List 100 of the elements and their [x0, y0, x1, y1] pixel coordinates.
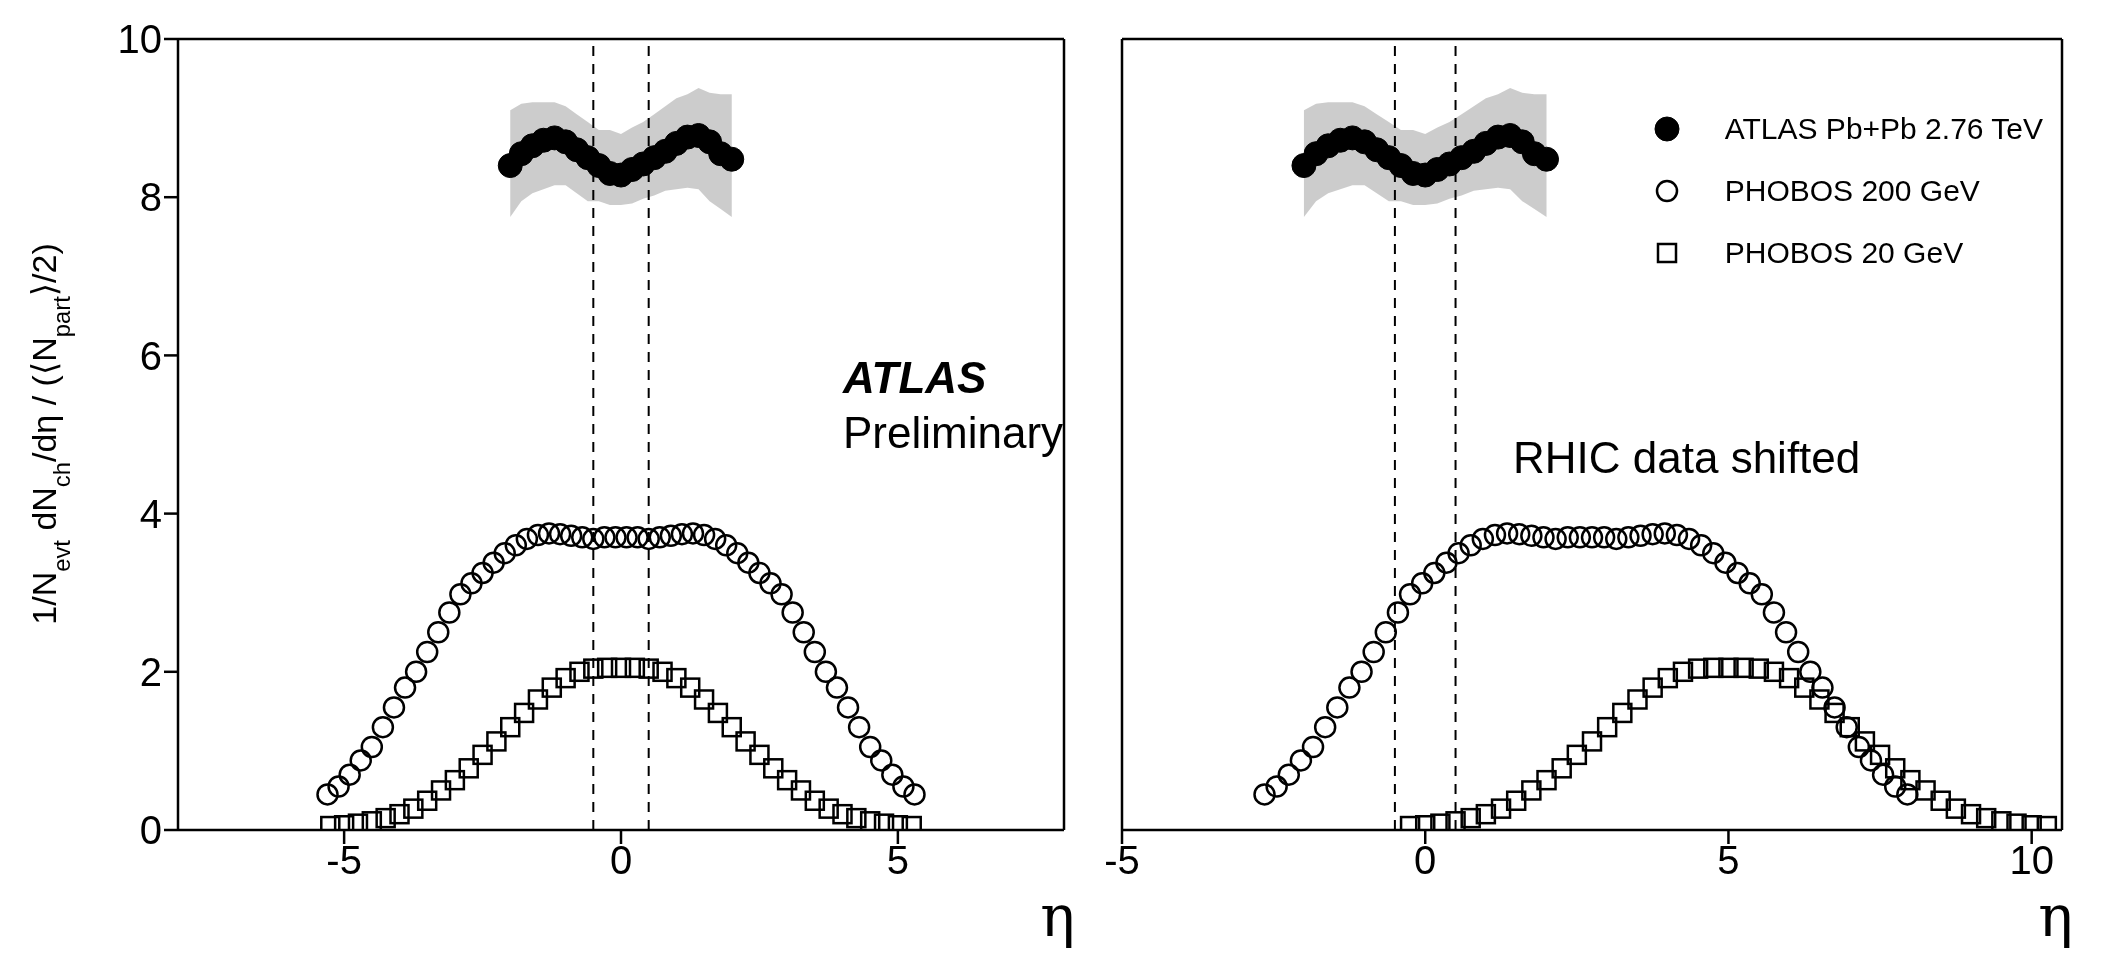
y-tick-label: 8: [139, 175, 162, 220]
point: [458, 758, 479, 779]
point: [1521, 780, 1542, 801]
point: [692, 523, 716, 547]
point: [1824, 702, 1845, 724]
point: [1289, 749, 1313, 772]
point: [460, 571, 483, 595]
point: [583, 658, 604, 679]
point: [610, 657, 632, 679]
point: [1313, 715, 1337, 739]
point: [541, 677, 563, 698]
point: [316, 783, 339, 806]
point: [781, 601, 804, 624]
point: [703, 527, 727, 551]
point: [604, 526, 627, 549]
point: [832, 803, 853, 825]
annotation: ATLAS: [843, 353, 987, 403]
point: [790, 780, 812, 801]
point: [1544, 527, 1567, 551]
point: [1869, 744, 1891, 766]
point: [870, 749, 893, 772]
point: [393, 676, 417, 699]
point: [1629, 524, 1652, 547]
x-tick-label: -5: [1104, 838, 1140, 883]
point: [403, 798, 424, 819]
point: [1592, 526, 1616, 549]
point: [1672, 661, 1694, 683]
point: [1475, 803, 1497, 825]
point: [555, 667, 576, 689]
point: [1750, 583, 1774, 606]
point: [1520, 524, 1543, 547]
point: [482, 551, 505, 574]
y-tick-label: 10: [117, 17, 162, 62]
point: [471, 561, 494, 585]
x-tick-label: 0: [1414, 838, 1437, 883]
point: [679, 677, 701, 698]
point: [1505, 790, 1527, 811]
point: [721, 716, 742, 738]
point: [596, 657, 618, 679]
point: [846, 807, 867, 829]
point: [638, 658, 659, 679]
point: [659, 524, 683, 547]
point: [792, 621, 815, 644]
point: [1714, 551, 1737, 574]
point: [1859, 749, 1883, 772]
point: [1581, 731, 1603, 752]
point: [1718, 657, 1739, 679]
point: [349, 749, 372, 772]
point: [593, 526, 616, 549]
x-axis-title: η: [1040, 882, 1075, 950]
point: [500, 716, 521, 738]
point: [626, 526, 649, 549]
point: [375, 807, 396, 829]
point: [1374, 621, 1398, 644]
point: [472, 744, 493, 766]
point: [1641, 522, 1664, 546]
point: [825, 676, 849, 699]
point: [748, 561, 771, 585]
point: [735, 731, 756, 752]
point: [652, 661, 673, 683]
point: [759, 571, 782, 595]
point: [1301, 735, 1325, 759]
point: [1975, 807, 1997, 829]
point: [1665, 523, 1689, 547]
point: [1617, 526, 1640, 549]
point: [1362, 640, 1385, 664]
point: [804, 790, 826, 811]
point: [486, 731, 507, 752]
point: [836, 696, 860, 719]
point: [1277, 763, 1301, 786]
point: [1534, 146, 1560, 172]
point: [1657, 667, 1679, 689]
point: [1689, 533, 1713, 557]
point: [1733, 657, 1754, 679]
legend-label: PHOBOS 200 GeV: [1724, 173, 1980, 209]
point: [1423, 561, 1446, 585]
point: [438, 601, 461, 624]
point: [1884, 758, 1906, 779]
x-tick-label: 10: [2009, 838, 2054, 883]
point: [714, 533, 738, 557]
point: [1794, 677, 1815, 698]
point: [1386, 601, 1410, 624]
point: [1580, 526, 1604, 549]
point: [515, 527, 539, 551]
point: [526, 523, 550, 547]
point: [404, 660, 428, 684]
point: [818, 798, 839, 819]
point: [707, 702, 729, 724]
point: [1774, 621, 1798, 644]
point: [1702, 541, 1725, 565]
point: [881, 763, 904, 786]
point: [1490, 798, 1512, 819]
point: [582, 527, 605, 551]
point: [1778, 667, 1800, 689]
y-tick-label: 6: [139, 333, 162, 378]
y-tick-label: 4: [139, 491, 162, 536]
point: [389, 803, 410, 825]
point: [569, 661, 590, 683]
point: [670, 522, 694, 546]
point: [1536, 769, 1557, 791]
